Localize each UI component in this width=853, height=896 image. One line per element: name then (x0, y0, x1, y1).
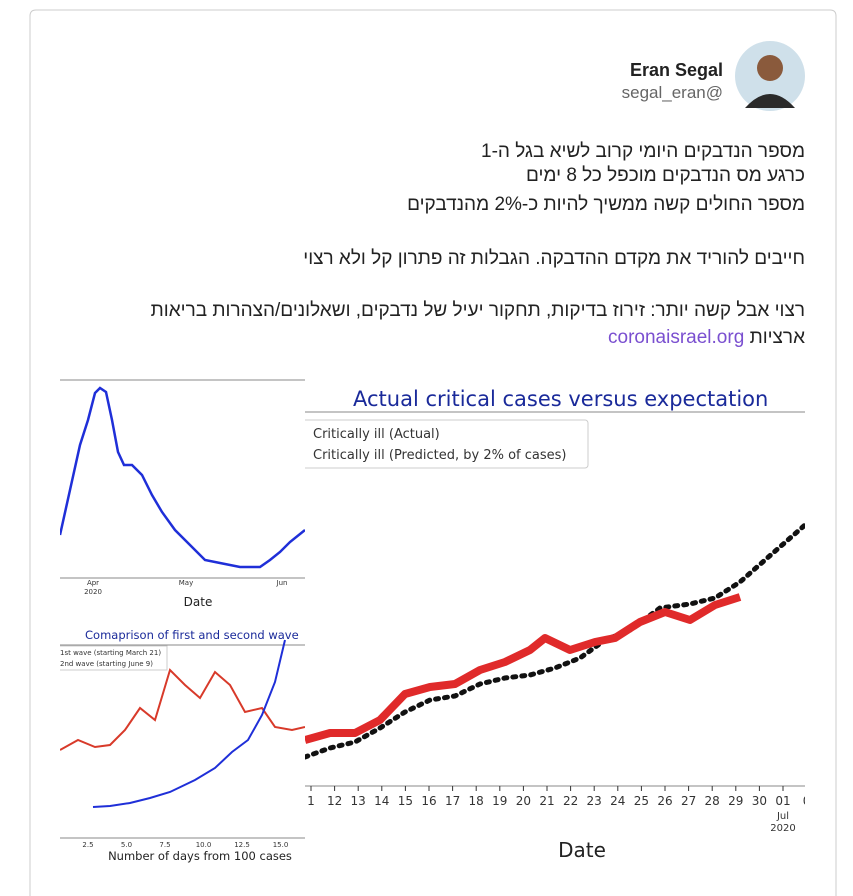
x-tick-label: 15 (398, 794, 413, 808)
chart-title: Comaprison of first and second wave (85, 628, 299, 642)
tweet-line: ארציות coronaisrael.org (608, 326, 805, 350)
x-tick-label: 7.5 (159, 841, 170, 849)
x-tick-label: 01 (775, 794, 790, 808)
x-tick-label: 0 (803, 794, 811, 808)
curve (305, 593, 742, 744)
tweet-line: מספר החולים קשה ממשיך להיות כ-2% מהנדבקי… (407, 194, 805, 215)
x-tick-label: 20 (516, 794, 531, 808)
curve (305, 522, 805, 760)
avatar-body (745, 94, 795, 108)
tweet-line: מספר הנדבקים היומי קרוב לשיא בגל ה-1 (481, 141, 805, 162)
x-axis-label: Number of days from 100 cases (108, 849, 292, 863)
x-tick-label: 12 (327, 794, 342, 808)
legend-item: 1st wave (starting March 21) (60, 649, 161, 657)
curve (60, 668, 305, 751)
x-tick-label: 19 (492, 794, 507, 808)
image-top-left[interactable]: Apr May Jun 2020 Date (60, 379, 305, 609)
x-axis-label: Date (558, 838, 606, 862)
x-axis-label: Date (184, 595, 213, 609)
x-tick-label: 15.0 (273, 841, 289, 849)
x-tick-label: Jun (276, 579, 288, 587)
curve (60, 386, 305, 569)
tweet-line: רצוי אבל קשה יותר: זירוז בדיקות, תחקור י… (150, 300, 805, 321)
author-name[interactable]: Eran Segal (630, 60, 723, 80)
x-tick-label: May (179, 579, 193, 587)
x-tick-label: 16 (421, 794, 436, 808)
legend-item: 2nd wave (starting June 9) (60, 660, 153, 668)
x-tick-sublabel: 2020 (770, 823, 795, 834)
x-tick-label: 17 (445, 794, 460, 808)
card (29, 9, 837, 896)
x-tick-label: 30 (752, 794, 767, 808)
x-tick-label: 21 (539, 794, 554, 808)
image-bottom-left[interactable]: Comaprison of first and second wave 1st … (57, 628, 305, 863)
x-tick-label: 12.5 (234, 841, 250, 849)
x-tick-label: 23 (587, 794, 602, 808)
legend-item: Critically ill (Predicted, by 2% of case… (313, 448, 566, 463)
x-tick-label: 10.0 (196, 841, 212, 849)
avatar-face (757, 55, 783, 81)
x-tick-label: 28 (705, 794, 720, 808)
image-main[interactable]: Actual critical cases versus expectation… (300, 387, 810, 862)
x-tick-sublabel: 2020 (84, 588, 102, 596)
x-tick-label: 14 (374, 794, 389, 808)
legend (305, 419, 589, 469)
x-tick-sublabel: Jul (776, 811, 789, 822)
x-tick-label: 2.5 (82, 841, 93, 849)
x-tick-label: 25 (634, 794, 649, 808)
x-tick-label: 27 (681, 794, 696, 808)
x-tick-label: Apr (87, 579, 99, 587)
x-tick-label: 1 (307, 794, 315, 808)
x-tick-label: 29 (728, 794, 743, 808)
chart-title: Actual critical cases versus expectation (353, 387, 768, 411)
x-tick-label: 13 (351, 794, 366, 808)
x-tick-label: 26 (657, 794, 672, 808)
tweet-line: חייבים להוריד את מקדם ההדבקה. הגבלות זה … (303, 248, 805, 269)
tweet-line: כרגע מס הנדבקים מוכפל כל 8 ימים (525, 165, 805, 186)
tweet-text: ארציות (749, 327, 805, 348)
legend-item: Critically ill (Actual) (313, 427, 440, 442)
curve (92, 639, 286, 808)
x-tick-label: 5.0 (121, 841, 132, 849)
x-tick-label: 18 (469, 794, 484, 808)
x-tick-label: 24 (610, 794, 625, 808)
x-tick-label: 22 (563, 794, 578, 808)
legend (60, 645, 168, 671)
tweet-link[interactable]: coronaisrael.org (608, 327, 745, 348)
author-handle[interactable]: segal_eran@ (622, 83, 723, 102)
